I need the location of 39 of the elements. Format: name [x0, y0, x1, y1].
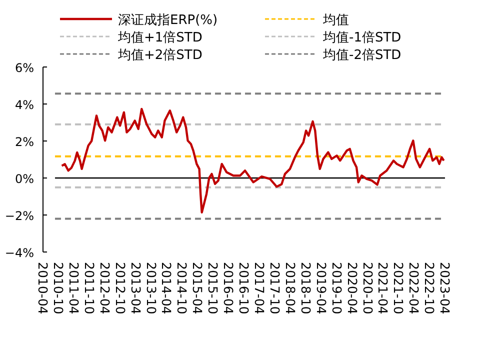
x-tick-label: 2014-10 — [174, 262, 190, 314]
x-tick-label: 2021-10 — [391, 262, 406, 314]
x-tick-label: 2014-04 — [159, 262, 174, 314]
x-tick-label: 2021-04 — [376, 262, 391, 314]
x-tick-label: 2022-10 — [422, 262, 438, 314]
x-tick-label: 2018-04 — [282, 262, 298, 314]
x-tick-label: 2010-10 — [50, 262, 66, 314]
legend-label: 均值-1倍STD — [322, 30, 402, 46]
x-tick-label: 2011-04 — [66, 262, 82, 314]
x-tick-label: 2015-10 — [206, 262, 221, 314]
legend-label: 均值+1倍STD — [117, 30, 202, 46]
x-tick-label: 2017-04 — [252, 262, 267, 314]
y-tick-label: 2% — [14, 135, 34, 149]
x-tick-label: 2010-04 — [36, 262, 50, 314]
y-tick-label: 6% — [14, 61, 34, 75]
y-tick-label: 0% — [14, 172, 34, 186]
y-tick-label: 4% — [14, 98, 34, 112]
x-tick-label: 2019-10 — [329, 262, 344, 314]
x-tick-label: 2012-04 — [97, 262, 112, 314]
x-tick-label: 2019-04 — [314, 262, 329, 314]
legend-label: 均值 — [322, 13, 349, 28]
x-tick-label: 2016-10 — [236, 262, 252, 314]
x-tick-label: 2020-04 — [344, 262, 360, 314]
x-tick-label: 2016-04 — [221, 262, 236, 314]
x-tick-label: 2020-10 — [360, 262, 376, 314]
x-tick-label: 2023-04 — [438, 262, 452, 314]
x-tick-label: 2011-10 — [82, 262, 97, 314]
x-tick-label: 2013-10 — [144, 262, 159, 314]
y-tick-label: −4% — [4, 246, 34, 260]
legend-label: 深证成指ERP(%) — [118, 13, 218, 28]
legend-label: 均值-2倍STD — [322, 48, 402, 63]
x-tick-label: 2018-10 — [298, 262, 314, 314]
x-tick-label: 2012-10 — [112, 262, 128, 314]
legend-label: 均值+2倍STD — [117, 48, 202, 63]
x-tick-label: 2017-10 — [267, 262, 282, 314]
x-tick-label: 2015-04 — [190, 262, 206, 314]
y-tick-label: −2% — [4, 209, 34, 223]
x-tick-label: 2013-04 — [128, 262, 144, 314]
x-tick-label: 2022-04 — [406, 262, 422, 314]
